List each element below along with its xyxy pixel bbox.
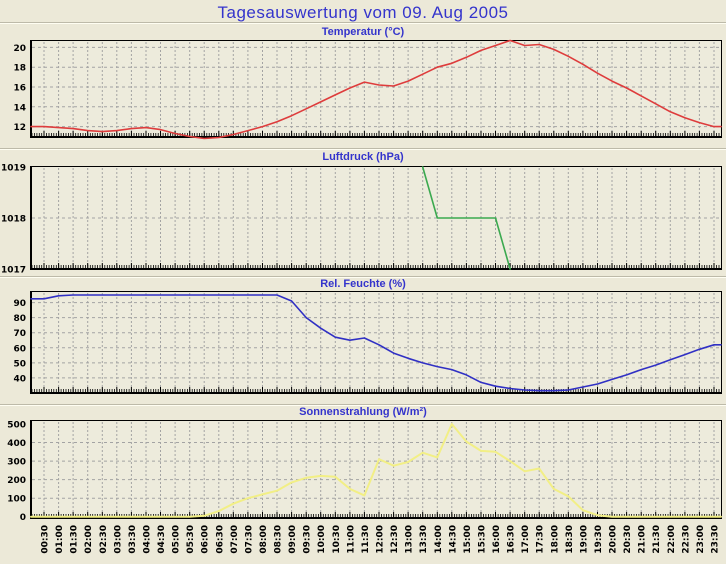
- x-tick-label: 11:30: [361, 525, 371, 554]
- chart-plot-temperatur: 12 14 16 18 20: [13, 39, 722, 140]
- x-tick-label: 01:30: [70, 525, 80, 554]
- chart-plot-sonnenstrahlung: 0 100 200 300 400 500 00:30 01:00 01:30 02:00 02:3…: [7, 420, 722, 554]
- y-tick-label: 0: [20, 513, 26, 523]
- y-tick-label: 1017: [1, 266, 26, 276]
- x-tick-label: 19:00: [579, 525, 589, 554]
- x-tick-label: 14:00: [434, 525, 444, 554]
- page-title: Tagesauswertung vom 09. Aug 2005: [217, 3, 509, 22]
- x-tick-label: 07:00: [230, 525, 240, 554]
- y-tick-label: 400: [7, 439, 26, 449]
- x-tick-label: 10:00: [317, 525, 327, 554]
- x-tick-label: 13:00: [405, 525, 415, 554]
- chart-section-luftdruck: Luftdruck (hPa) 1017 1018 1019: [0, 150, 726, 276]
- x-tick-label: 09:00: [288, 525, 298, 554]
- x-tick-label: 06:30: [215, 525, 225, 554]
- x-tick-label: 02:30: [99, 525, 109, 554]
- y-tick-label: 70: [13, 329, 26, 339]
- x-tick-label: 19:30: [594, 525, 604, 554]
- chart-title-luftdruck: Luftdruck (hPa): [322, 151, 404, 163]
- x-tick-label: 12:00: [376, 525, 386, 554]
- separator: [0, 22, 726, 24]
- x-tick-label: 15:00: [463, 525, 473, 554]
- chart-title-feuchte: Rel. Feuchte (%): [320, 278, 406, 290]
- separator: [0, 276, 726, 278]
- x-tick-label: 06:00: [201, 525, 211, 554]
- x-tick-label: 23:00: [696, 525, 706, 554]
- y-tick-label: 18: [13, 64, 26, 74]
- data-line: [30, 294, 722, 392]
- x-tick-label: 21:00: [638, 525, 648, 554]
- chart-section-sonnenstrahlung: Sonnenstrahlung (W/m²) 0 100 200 300 400 500 0…: [0, 406, 726, 563]
- data-line: [30, 39, 722, 140]
- chart-plot-feuchte: 40 50 60 70 80 90: [13, 291, 722, 394]
- x-tick-label: 05:00: [172, 525, 182, 554]
- y-tick-label: 12: [13, 123, 26, 133]
- x-tick-label: 02:00: [84, 525, 94, 554]
- y-tick-label: 14: [13, 103, 26, 113]
- x-tick-label: 22:00: [667, 525, 677, 554]
- y-tick-label: 500: [7, 420, 26, 430]
- x-tick-label: 14:30: [448, 525, 458, 554]
- data-line: [30, 423, 722, 518]
- x-tick-label: 13:30: [419, 525, 429, 554]
- x-tick-label: 07:30: [244, 525, 254, 554]
- y-tick-label: 1018: [1, 215, 26, 225]
- x-tick-label: 04:00: [142, 525, 152, 554]
- y-tick-label: 90: [13, 299, 26, 309]
- y-tick-label: 1019: [1, 164, 26, 174]
- x-tick-label: 08:30: [274, 525, 284, 554]
- y-tick-label: 300: [7, 458, 26, 468]
- x-tick-label: 05:30: [186, 525, 196, 554]
- x-tick-label: 08:00: [259, 525, 269, 554]
- x-tick-label: 01:00: [55, 525, 65, 554]
- y-tick-label: 20: [13, 44, 26, 54]
- chart-plot-luftdruck: 1017 1018 1019: [1, 164, 722, 276]
- x-tick-label: 16:00: [492, 525, 502, 554]
- x-tick-label: 12:30: [390, 525, 400, 554]
- chart-section-feuchte: Rel. Feuchte (%) 40 50 60 70 80 90: [0, 278, 726, 394]
- chart-title-sonnenstrahlung: Sonnenstrahlung (W/m²): [299, 406, 427, 418]
- separator: [0, 404, 726, 406]
- y-tick-label: 16: [13, 84, 26, 94]
- x-tick-label: 16:30: [507, 525, 517, 554]
- x-tick-label: 22:30: [681, 525, 691, 554]
- x-tick-label: 20:00: [609, 525, 619, 554]
- x-tick-label: 04:30: [157, 525, 167, 554]
- x-tick-label: 03:00: [113, 525, 123, 554]
- chart-section-temperatur: Temperatur (°C) 12 14 16 18 20: [0, 24, 726, 140]
- x-tick-label: 18:00: [550, 525, 560, 554]
- y-tick-label: 50: [13, 359, 26, 369]
- x-tick-label: 11:00: [346, 525, 356, 554]
- y-tick-label: 60: [13, 344, 26, 354]
- x-tick-label: 10:30: [332, 525, 342, 554]
- y-tick-label: 200: [7, 476, 26, 486]
- y-tick-label: 100: [7, 495, 26, 505]
- y-tick-label: 80: [13, 314, 26, 324]
- chart-title-temperatur: Temperatur (°C): [321, 26, 405, 38]
- x-tick-label: 20:30: [623, 525, 633, 554]
- y-tick-label: 40: [13, 374, 26, 384]
- x-tick-label: 15:30: [477, 525, 487, 554]
- data-line: [421, 166, 511, 270]
- x-tick-label: 00:30: [41, 525, 51, 554]
- x-tick-label: 21:30: [652, 525, 662, 554]
- separator: [0, 148, 726, 150]
- x-tick-label: 09:30: [303, 525, 313, 554]
- x-tick-label: 18:30: [565, 525, 575, 554]
- x-tick-label: 17:30: [536, 525, 546, 554]
- x-tick-label: 17:00: [521, 525, 531, 554]
- x-tick-label: 23:30: [711, 525, 721, 554]
- x-tick-label: 03:30: [128, 525, 138, 554]
